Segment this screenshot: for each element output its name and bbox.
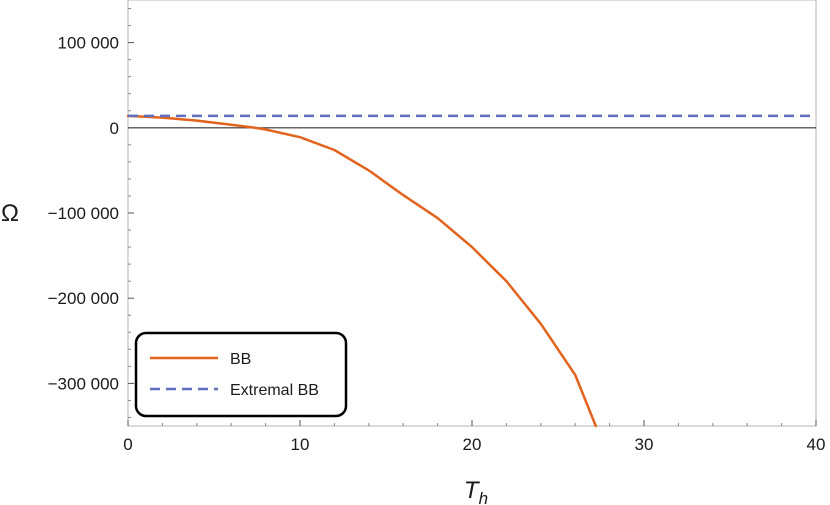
legend-label-bb: BB [230,351,251,368]
legend-label-extremal-bb: Extremal BB [230,382,319,399]
y-tick-label: 0 [110,119,119,138]
x-tick-label: 10 [291,435,310,454]
y-tick-label: −300 000 [48,374,119,393]
x-axis-label-subscript: h [479,489,488,505]
x-tick-label: 20 [463,435,482,454]
legend: BB Extremal BB [134,331,348,418]
y-tick-label: −100 000 [48,204,119,223]
series-layer [126,114,816,428]
y-ticks: −300 000 −200 000 −100 000 0 100 000 [48,8,134,418]
x-ticks: 0 10 20 30 40 [123,420,825,454]
x-tick-label: 0 [123,435,132,454]
x-axis-label: Th [464,477,488,505]
legend-box [134,331,348,418]
y-axis-label: Ω [1,200,19,227]
y-tick-label: 100 000 [58,34,119,53]
x-tick-label: 40 [807,435,826,454]
y-tick-label: −200 000 [48,289,119,308]
series-line-bb [126,114,598,428]
x-tick-label: 30 [635,435,654,454]
